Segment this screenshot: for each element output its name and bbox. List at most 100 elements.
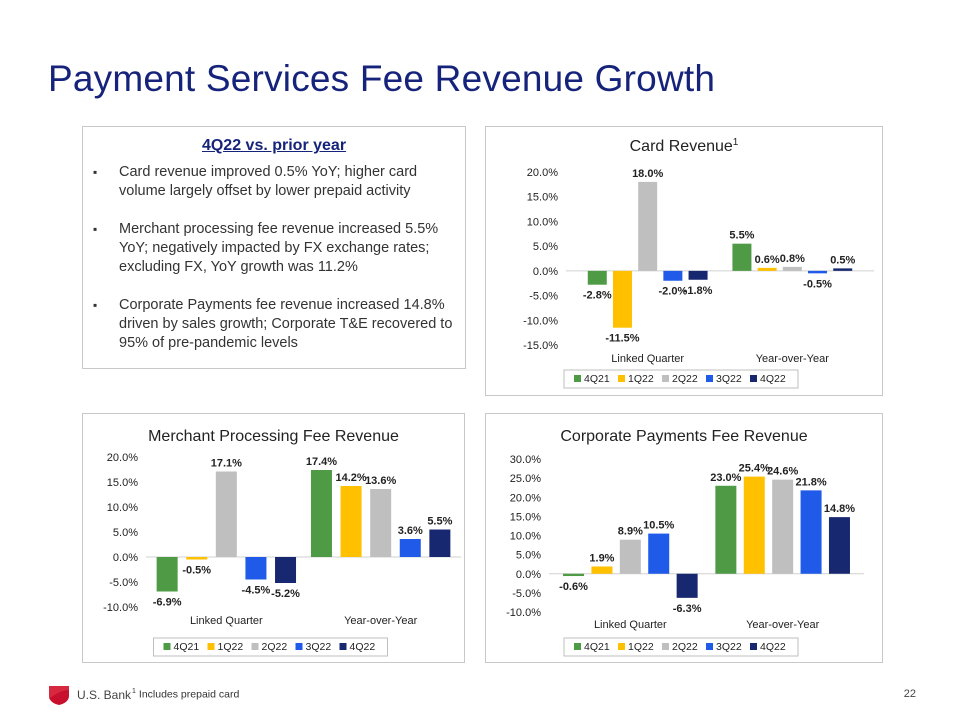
bullet-merchant: ▪ Merchant processing fee revenue increa… — [93, 220, 453, 277]
bullet-text: Merchant processing fee revenue increase… — [119, 221, 439, 275]
bar — [828, 517, 850, 574]
y-tick-label: -10.0% — [506, 607, 541, 619]
bar-data-label: -2.8% — [583, 290, 612, 302]
bar-data-label: 3.6% — [398, 525, 423, 537]
merchant-processing-chart-panel: Merchant Processing Fee Revenue 20.0% 15.0… — [82, 413, 465, 663]
bar-data-label: 14.8% — [824, 503, 855, 515]
bar-data-label: 5.5% — [427, 516, 452, 528]
bar-data-label: 5.5% — [729, 230, 754, 242]
corporate-payments-chart-panel: Corporate Payments Fee Revenue 30.0% 25.0%… — [485, 413, 883, 663]
y-tick-label: 20.0% — [107, 452, 138, 464]
merchant-processing-chart: Merchant Processing Fee Revenue 20.0% 15.0… — [103, 428, 461, 657]
legend-swatch — [207, 643, 215, 650]
legend-swatch — [618, 375, 625, 382]
legend-swatch — [706, 643, 713, 650]
chart-title: Merchant Processing Fee Revenue — [148, 428, 399, 445]
legend-swatch — [339, 643, 347, 650]
y-tick-label: 0.0% — [516, 569, 541, 581]
bar-data-label: 18.0% — [632, 168, 663, 180]
bar — [715, 485, 737, 574]
bar — [619, 539, 641, 574]
bar-data-label: 0.6% — [755, 254, 780, 266]
bullet-square-icon: ▪ — [93, 222, 98, 236]
y-tick-label: 25.0% — [510, 473, 541, 485]
bar — [688, 270, 708, 280]
bar-data-label: -1.8% — [684, 285, 713, 297]
bar-data-label: 24.6% — [767, 466, 798, 478]
legend-swatch — [574, 643, 581, 650]
bar — [743, 476, 765, 574]
legend-label: 3Q22 — [306, 641, 332, 653]
y-tick-label: -5.0% — [529, 291, 558, 303]
category-label: Year-over-Year — [746, 619, 820, 631]
bar — [429, 529, 451, 557]
bar — [310, 470, 332, 557]
bullet-corporate: ▪ Corporate Payments fee revenue increas… — [93, 296, 453, 353]
bar — [275, 557, 297, 583]
summary-bullets: ▪ Card revenue improved 0.5% YoY; higher… — [83, 163, 465, 353]
category-label: Year-over-Year — [344, 615, 418, 627]
legend-swatch — [750, 375, 757, 382]
bar-data-label: 17.1% — [211, 458, 242, 470]
bullet-square-icon: ▪ — [93, 165, 98, 179]
legend-label: 4Q22 — [760, 373, 786, 385]
legend-label: 3Q22 — [716, 373, 742, 385]
bar-data-label: -5.2% — [271, 588, 300, 600]
legend-label: 3Q22 — [716, 641, 742, 653]
brand-name: U.S. Bank — [77, 688, 132, 702]
legend-label: 1Q22 — [628, 373, 654, 385]
y-tick-label: 10.0% — [510, 531, 541, 543]
legend-label: 1Q22 — [628, 641, 654, 653]
bar-data-label: 10.5% — [643, 520, 674, 532]
footnote-mark: 1 — [132, 688, 136, 695]
y-tick-label: 15.0% — [527, 192, 558, 204]
bullet-text: Card revenue improved 0.5% YoY; higher c… — [119, 164, 418, 199]
legend-swatch — [574, 375, 581, 382]
legend-swatch — [750, 643, 757, 650]
bar-data-label: 1.9% — [589, 552, 614, 564]
y-tick-label: -5.0% — [512, 588, 541, 600]
y-tick-label: 20.0% — [510, 492, 541, 504]
y-tick-label: 5.0% — [516, 550, 541, 562]
category-label: Linked Quarter — [190, 615, 263, 627]
bar-data-label: -0.5% — [182, 565, 211, 577]
y-tick-label: -10.0% — [103, 602, 138, 614]
bar-data-label: -0.5% — [803, 278, 832, 290]
page-title: Payment Services Fee Revenue Growth — [48, 58, 716, 99]
us-bank-shield-icon — [49, 686, 69, 705]
chart-title-superscript: 1 — [733, 137, 739, 148]
bar — [563, 573, 585, 577]
bar — [732, 243, 752, 271]
legend-label: 1Q22 — [218, 641, 244, 653]
bar-data-label: -6.9% — [153, 597, 182, 609]
legend-label: 2Q22 — [672, 641, 698, 653]
legend-label: 4Q21 — [584, 373, 610, 385]
bar-data-label: -4.5% — [242, 585, 271, 597]
legend-swatch — [618, 643, 625, 650]
bar — [587, 270, 607, 285]
y-tick-label: -15.0% — [523, 340, 558, 352]
bar — [399, 539, 421, 557]
bullet-text: Corporate Payments fee revenue increased… — [119, 297, 453, 351]
bar-data-label: -0.6% — [559, 581, 588, 593]
bar — [245, 557, 267, 580]
bar — [757, 267, 777, 271]
bar-data-label: 21.8% — [795, 476, 826, 488]
y-tick-label: 15.0% — [107, 477, 138, 489]
bar — [782, 266, 802, 271]
y-tick-label: 30.0% — [510, 454, 541, 466]
bar-data-label: 25.4% — [739, 463, 770, 475]
bar — [800, 490, 822, 574]
bar — [215, 471, 237, 557]
chart-title: Corporate Payments Fee Revenue — [560, 428, 807, 445]
legend-box — [153, 637, 388, 657]
legend-label: 2Q22 — [672, 373, 698, 385]
bar-data-label: -2.0% — [658, 286, 687, 298]
chart-title: Card Revenue1 — [630, 137, 739, 155]
summary-panel: 4Q22 vs. prior year ▪ Card revenue impro… — [82, 126, 466, 369]
y-tick-label: -5.0% — [109, 577, 138, 589]
legend-label: 4Q21 — [174, 641, 200, 653]
bar-data-label: 8.9% — [618, 526, 643, 538]
bar — [340, 486, 362, 557]
y-tick-label: 10.0% — [107, 502, 138, 514]
